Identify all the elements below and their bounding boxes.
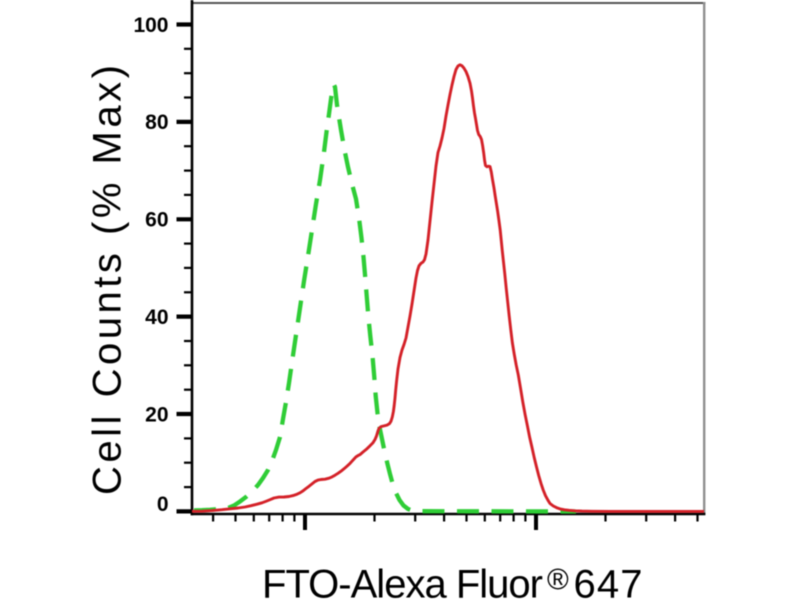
svg-text:Cell Counts (% Max): Cell Counts (% Max)	[86, 65, 130, 495]
svg-text:20: 20	[145, 403, 168, 426]
svg-text:0: 0	[157, 493, 169, 516]
svg-text:80: 80	[145, 111, 168, 134]
svg-text:FTO-Alexa Fluor®647: FTO-Alexa Fluor ® 647	[262, 563, 643, 600]
svg-text:100: 100	[133, 14, 168, 37]
svg-text:40: 40	[145, 306, 168, 329]
svg-text:60: 60	[145, 209, 168, 232]
